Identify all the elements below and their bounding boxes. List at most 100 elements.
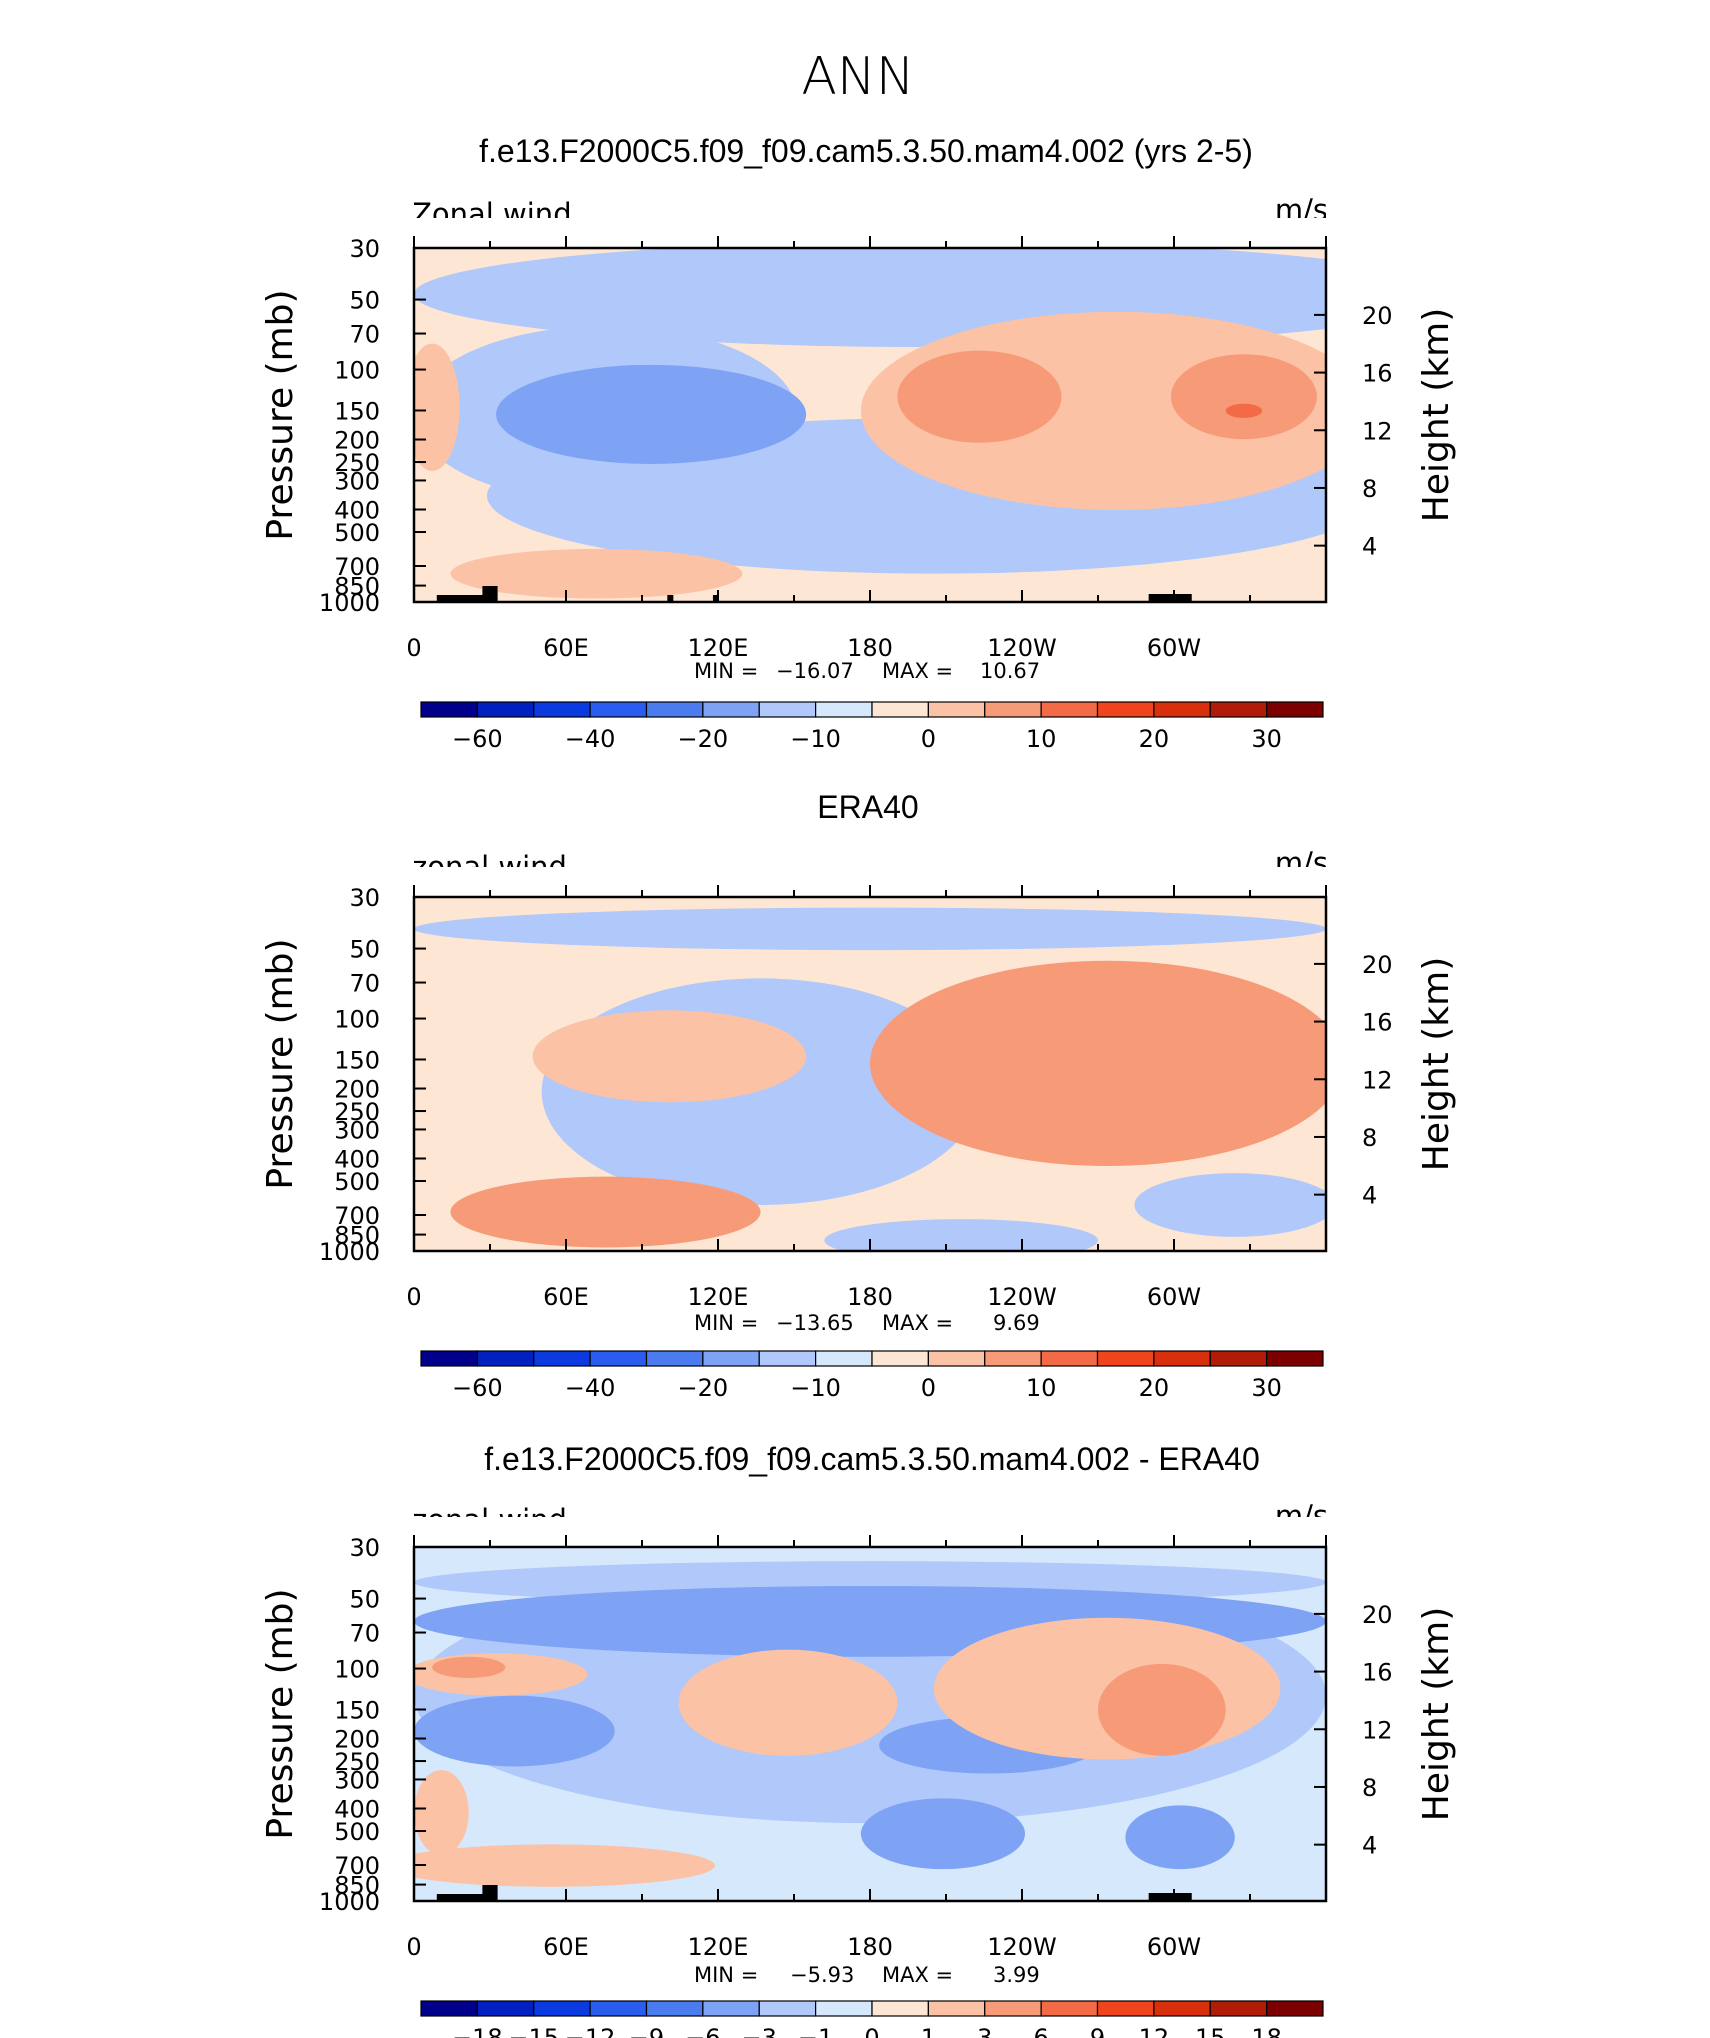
colorbar-label: 0 <box>921 725 936 753</box>
y-tick-label: 500 <box>334 519 380 547</box>
topography <box>436 595 493 602</box>
y-tick-label: 200 <box>334 1726 380 1754</box>
y-right-tick-label: 4 <box>1362 1182 1377 1210</box>
figure-title: ANN <box>801 47 914 107</box>
contour-region <box>432 1656 506 1678</box>
y-axis-label: Pressure (mb) <box>260 1588 301 1839</box>
mask <box>414 1901 1326 1931</box>
colorbar-box <box>702 2000 760 2017</box>
colorbar-box <box>589 701 648 718</box>
colorbar-label: 9 <box>1090 2024 1105 2038</box>
stats-min-value: −13.65 <box>776 1311 854 1335</box>
y-right-tick-label: 20 <box>1362 951 1393 979</box>
contour-region <box>870 960 1345 1167</box>
x-tick-label: 120E <box>688 634 749 662</box>
x-tick-label: 60W <box>1147 634 1201 662</box>
colorbar-label: −60 <box>452 1374 503 1402</box>
colorbar-box <box>476 701 535 718</box>
colorbar-label: 3 <box>977 2024 992 2038</box>
y-tick-label: 50 <box>349 936 380 964</box>
colorbar-label: 0 <box>864 2024 879 2038</box>
contour-region <box>414 240 1454 348</box>
x-tick-label: 60W <box>1147 1283 1201 1311</box>
y-tick-label: 700 <box>334 1202 380 1230</box>
contour-region <box>450 548 743 599</box>
stats-min-label: MIN = <box>694 659 758 683</box>
y-tick-label: 1000 <box>319 1888 380 1916</box>
colorbar-box <box>476 2000 535 2017</box>
colorbar-box <box>927 1350 986 1367</box>
y-tick-label: 300 <box>334 1116 380 1144</box>
colorbar-label: 15 <box>1195 2024 1226 2038</box>
topography <box>712 595 719 602</box>
colorbar-box <box>702 1350 760 1367</box>
y-tick-label: 400 <box>334 496 380 524</box>
x-tick-label: 60E <box>543 1933 589 1961</box>
stats-max-value: 3.99 <box>993 1963 1040 1987</box>
mask <box>0 188 414 662</box>
panel-model: f.e13.F2000C5.f09_f09.cam5.3.50.mam4.002… <box>0 133 1710 753</box>
colorbar-box <box>815 2000 873 2017</box>
colorbar-box <box>645 2000 704 2017</box>
y-tick-label: 500 <box>334 1818 380 1846</box>
topography <box>1148 594 1192 602</box>
mask <box>0 837 414 1311</box>
colorbar-box <box>589 2000 648 2017</box>
y-right-tick-label: 4 <box>1362 533 1377 561</box>
y-tick-label: 100 <box>334 1006 380 1034</box>
y-tick-label: 250 <box>334 1098 380 1126</box>
y-right-tick-label: 8 <box>1362 1774 1377 1802</box>
colorbar-box <box>984 701 1042 718</box>
colorbar-box <box>645 701 704 718</box>
colorbar-box <box>871 2000 929 2017</box>
mask <box>414 1251 1326 1281</box>
y-tick-label: 850 <box>334 1872 380 1900</box>
y-axis-label: Pressure (mb) <box>260 289 301 540</box>
y-axis-label: Pressure (mb) <box>260 938 301 1189</box>
y-tick-label: 150 <box>334 1046 380 1074</box>
y-tick-label: 70 <box>349 321 380 349</box>
colorbar-box <box>758 701 817 718</box>
contour-region <box>532 1010 807 1103</box>
colorbar-label: −20 <box>678 725 729 753</box>
colorbar-label: 20 <box>1139 1374 1170 1402</box>
mask <box>0 1487 414 1961</box>
x-tick-label: 180 <box>847 1283 893 1311</box>
colorbar-box <box>420 1350 478 1367</box>
panel-title: f.e13.F2000C5.f09_f09.cam5.3.50.mam4.002… <box>479 133 1253 169</box>
y-right-tick-label: 16 <box>1362 360 1393 388</box>
colorbar-box <box>871 1350 929 1367</box>
colorbar-label: 10 <box>1026 725 1057 753</box>
y-tick-label: 200 <box>334 427 380 455</box>
colorbar-label: 18 <box>1251 2024 1282 2038</box>
colorbar-box <box>589 1350 648 1367</box>
contour-region <box>860 1798 1026 1870</box>
x-tick-label: 60E <box>543 634 589 662</box>
x-tick-label: 0 <box>406 1933 421 1961</box>
x-tick-label: 120W <box>987 1283 1057 1311</box>
colorbar-label: 12 <box>1139 2024 1170 2038</box>
colorbar-box <box>1096 1350 1155 1367</box>
colorbar-box <box>1153 701 1211 718</box>
colorbar-label: 1 <box>921 2024 936 2038</box>
colorbar-box <box>533 1350 591 1367</box>
topography <box>667 595 674 602</box>
colorbar-box <box>871 701 929 718</box>
x-tick-label: 180 <box>847 1933 893 1961</box>
panel-title: f.e13.F2000C5.f09_f09.cam5.3.50.mam4.002… <box>484 1441 1260 1477</box>
colorbar-label: 0 <box>921 1374 936 1402</box>
colorbar-box <box>1096 2000 1155 2017</box>
x-tick-label: 120E <box>688 1933 749 1961</box>
colorbar-label: −60 <box>452 725 503 753</box>
y-tick-label: 300 <box>334 1766 380 1794</box>
y-right-tick-label: 12 <box>1362 1066 1393 1094</box>
y-tick-label: 700 <box>334 1852 380 1880</box>
colorbar-label: 30 <box>1251 1374 1282 1402</box>
mask <box>1326 837 1710 1311</box>
colorbar-box <box>1209 1350 1268 1367</box>
y-tick-label: 850 <box>334 1222 380 1250</box>
stats-min-label: MIN = <box>694 1963 758 1987</box>
y-tick-label: 100 <box>334 357 380 385</box>
colorbar-box <box>984 2000 1042 2017</box>
topography <box>482 1885 498 1901</box>
